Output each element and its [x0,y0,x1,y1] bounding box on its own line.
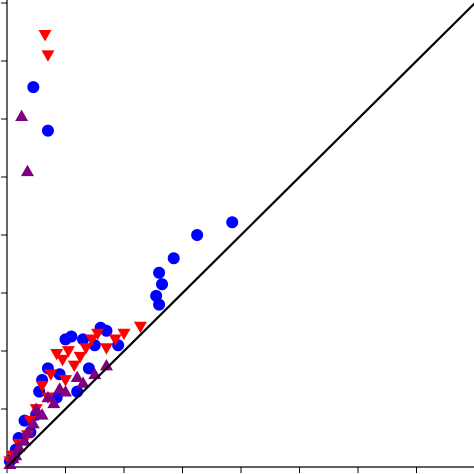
data-point-triangle-up [70,370,84,382]
data-point-circle [191,229,204,241]
data-point-triangle-down [133,321,147,334]
data-point-triangle-up [18,434,32,446]
data-point-circle [100,324,113,337]
data-point-triangle-up [47,396,61,409]
data-point-triangle-down [56,354,70,367]
data-point-triangle-down [108,334,122,346]
data-point-triangle-down [44,369,58,381]
data-point-triangle-up [20,164,34,177]
data-point-circle [27,81,40,94]
data-point-triangle-up [76,376,90,388]
data-point-triangle-down [41,50,55,62]
data-point-circle [77,333,90,346]
data-point-circle [153,298,166,311]
reference-line-group [6,2,474,468]
data-point-circle [65,330,78,343]
data-point-triangle-down [79,343,93,355]
data-point-triangle-up [41,390,55,403]
data-point-triangle-down [99,343,113,355]
data-point-circle [153,266,166,279]
data-point-triangle-up [12,440,26,452]
data-point-triangle-down [73,351,87,364]
data-point-triangle-up [29,402,43,414]
data-point-triangle-up [35,408,49,420]
data-point-circle [41,124,54,137]
data-points [3,30,239,469]
data-point-triangle-up [26,417,40,429]
reference-line [6,2,474,468]
data-point-triangle-down [59,375,72,387]
data-point-triangle-up [99,359,113,371]
data-point-triangle-down [38,30,52,42]
data-point-triangle-down [67,360,81,372]
data-point-circle [226,216,239,229]
data-point-triangle-up [20,425,34,438]
data-point-triangle-up [15,109,29,121]
data-point-triangle-up [59,385,72,397]
data-point-circle [167,252,180,265]
data-point-triangle-down [85,334,99,346]
data-point-circle [82,362,95,375]
data-point-triangle-down [35,380,49,393]
data-point-triangle-up [53,382,67,394]
data-point-triangle-down [50,349,64,361]
data-point-triangle-down [117,328,131,341]
data-point-circle [156,278,169,291]
data-point-triangle-down [91,328,105,341]
data-point-triangle-down [61,346,75,358]
